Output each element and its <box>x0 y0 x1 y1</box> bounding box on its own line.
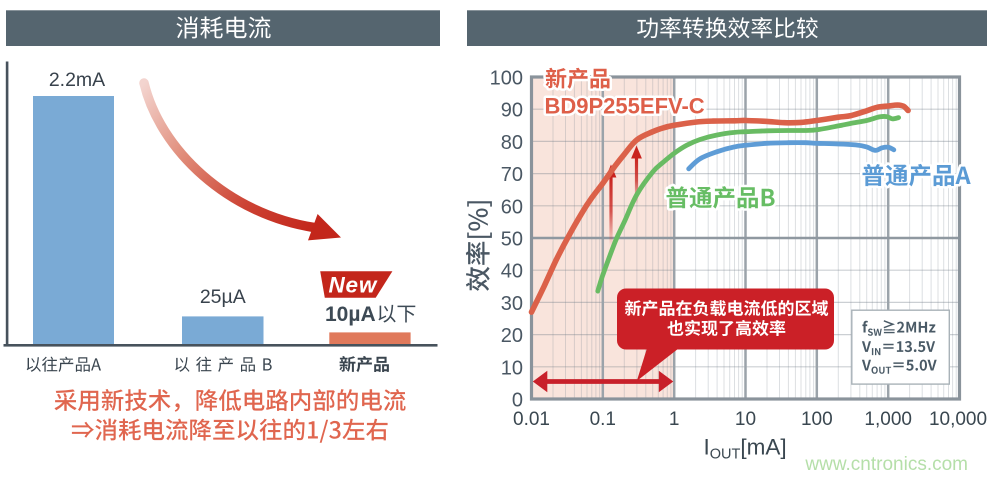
svg-text:40: 40 <box>501 261 523 283</box>
svg-text:25µA: 25µA <box>200 286 246 308</box>
svg-text:0.1: 0.1 <box>590 409 616 430</box>
svg-text:1,000: 1,000 <box>864 409 912 430</box>
svg-text:10: 10 <box>501 357 523 379</box>
svg-text:100: 100 <box>801 409 833 430</box>
svg-text:20: 20 <box>501 325 523 347</box>
svg-text:80: 80 <box>501 132 523 154</box>
svg-text:New: New <box>328 272 377 297</box>
svg-text:1: 1 <box>669 409 680 430</box>
svg-text:60: 60 <box>501 196 523 218</box>
svg-text:0.01: 0.01 <box>513 409 550 430</box>
svg-text:10µA: 10µA <box>325 303 376 326</box>
svg-text:50: 50 <box>501 229 523 251</box>
svg-text:70: 70 <box>501 164 523 186</box>
svg-text:0: 0 <box>512 390 523 412</box>
svg-text:2.2mA: 2.2mA <box>49 69 105 91</box>
svg-text:BD9P255EFV-C: BD9P255EFV-C <box>545 94 705 119</box>
svg-text:90: 90 <box>501 100 523 122</box>
svg-text:IOUT[mA]: IOUT[mA] <box>704 435 787 463</box>
svg-text:100: 100 <box>490 68 523 90</box>
svg-text:30: 30 <box>501 293 523 315</box>
svg-text:10: 10 <box>735 409 756 430</box>
svg-text:10,000: 10,000 <box>929 409 987 430</box>
svg-text:www.cntronics.com: www.cntronics.com <box>804 454 968 475</box>
